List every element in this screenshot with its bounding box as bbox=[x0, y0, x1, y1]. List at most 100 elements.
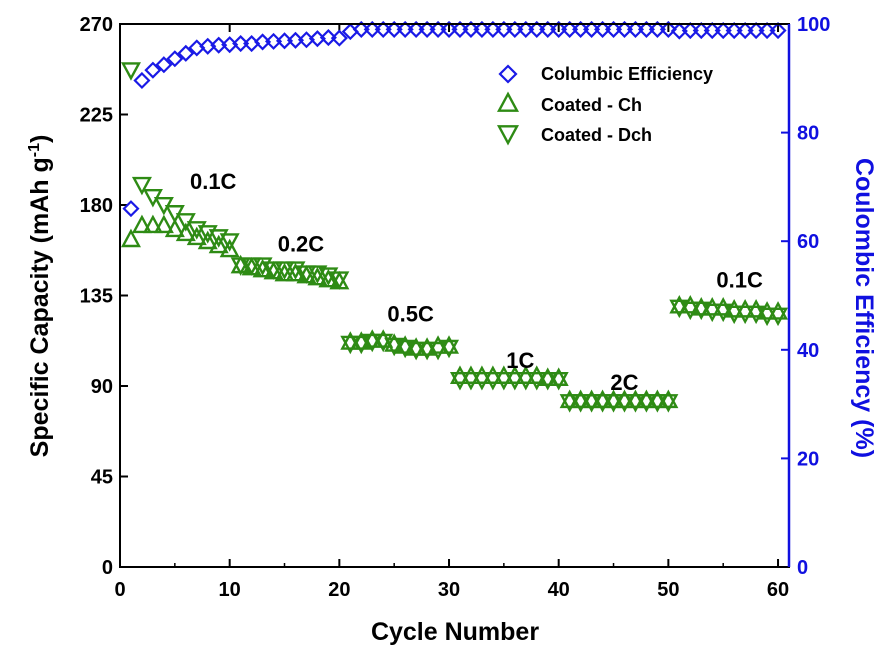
ce-point bbox=[155, 56, 173, 74]
discharge-point bbox=[548, 371, 569, 391]
discharge-point bbox=[603, 394, 624, 413]
discharge-point bbox=[395, 339, 416, 359]
ce-point bbox=[407, 20, 425, 38]
discharge-point bbox=[515, 371, 536, 391]
ce-point bbox=[736, 21, 754, 40]
ce-point bbox=[363, 20, 381, 38]
tick-marks bbox=[119, 23, 789, 568]
y-left-tick-label: 45 bbox=[91, 467, 113, 489]
ce-point bbox=[330, 29, 348, 47]
discharge-point bbox=[296, 265, 317, 284]
charge-point bbox=[318, 268, 339, 288]
data-series bbox=[120, 20, 789, 413]
discharge-point bbox=[120, 62, 141, 81]
discharge-point bbox=[669, 299, 690, 319]
discharge-point bbox=[768, 307, 789, 327]
legend-diamond-marker bbox=[498, 64, 518, 84]
ce-point bbox=[769, 21, 787, 40]
ce-point bbox=[714, 21, 732, 40]
charge-point bbox=[164, 218, 185, 238]
discharge-point bbox=[570, 394, 591, 413]
ce-point bbox=[561, 20, 579, 38]
rate-label: 0.1C bbox=[190, 169, 237, 194]
discharge-point bbox=[537, 371, 558, 391]
discharge-point bbox=[680, 301, 701, 321]
y-right-tick-label: 20 bbox=[797, 448, 819, 470]
legend-triangle-up-icon bbox=[496, 91, 520, 112]
plot-area bbox=[120, 24, 789, 567]
discharge-point bbox=[307, 265, 328, 284]
ce-point bbox=[473, 20, 491, 38]
charge-point bbox=[175, 222, 196, 242]
legend-triangle-down-marker bbox=[496, 125, 520, 146]
legend-label-ce: Columbic Efficiency bbox=[541, 64, 713, 84]
rate-label: 2C bbox=[610, 370, 638, 395]
y-right-tick-label: 80 bbox=[797, 123, 819, 145]
ce-point bbox=[495, 20, 513, 38]
discharge-point bbox=[471, 371, 492, 391]
x-tick-label: 60 bbox=[767, 579, 789, 601]
y-axis-left-title: Specific Capacity (mAh g-1) bbox=[26, 135, 54, 458]
ce-point bbox=[166, 50, 184, 68]
ce-point bbox=[550, 20, 568, 38]
rate-annotations: 0.1C 0.2C 0.5C 1C 2C 0.1C bbox=[190, 169, 763, 395]
y-right-tick-label: 0 bbox=[797, 557, 808, 579]
charge-point bbox=[197, 230, 218, 250]
discharge-point bbox=[735, 305, 756, 325]
ce-point bbox=[747, 21, 765, 40]
discharge-point bbox=[592, 394, 613, 413]
ce-point bbox=[418, 20, 436, 38]
legend-item-ce: Columbic Efficiency bbox=[498, 64, 713, 84]
x-tick-label: 30 bbox=[438, 579, 460, 601]
ce-point bbox=[177, 44, 195, 62]
ce-point bbox=[681, 21, 699, 40]
ce-point bbox=[725, 21, 743, 40]
ce-point bbox=[451, 20, 469, 38]
legend-diamond-icon bbox=[498, 64, 518, 84]
discharge-point bbox=[724, 305, 745, 325]
charge-point bbox=[208, 234, 229, 254]
charge-point bbox=[219, 238, 240, 258]
y-axis-left-title-superscript: -1 bbox=[26, 143, 43, 157]
discharge-point bbox=[439, 339, 460, 359]
discharge-point bbox=[559, 394, 580, 413]
y-left-tick-label: 135 bbox=[80, 286, 113, 308]
legend-label-discharge: Coated - Dch bbox=[541, 125, 652, 145]
discharge-point bbox=[746, 305, 767, 325]
x-tick-label: 40 bbox=[548, 579, 570, 601]
discharge-point bbox=[351, 335, 372, 355]
ce-point bbox=[144, 61, 162, 79]
ce-point bbox=[122, 200, 140, 218]
ce-point bbox=[539, 20, 557, 38]
ce-point bbox=[133, 71, 151, 90]
discharge-point bbox=[647, 394, 668, 413]
y-left-tick-label: 90 bbox=[91, 376, 113, 398]
legend-triangle-up-marker bbox=[496, 91, 520, 112]
ce-point bbox=[232, 34, 250, 53]
ce-point bbox=[572, 20, 590, 38]
discharge-point bbox=[340, 335, 361, 355]
y-right-tick-label: 100 bbox=[797, 14, 830, 36]
ce-point bbox=[692, 21, 710, 40]
discharge-point bbox=[482, 371, 503, 391]
y-axis-left-title-close: ) bbox=[26, 135, 54, 143]
y-right-tick-label: 40 bbox=[797, 340, 819, 362]
discharge-point bbox=[428, 341, 449, 361]
ce-point bbox=[484, 20, 502, 38]
x-tick-label: 50 bbox=[657, 579, 679, 601]
discharge-point bbox=[329, 271, 350, 290]
ce-point bbox=[703, 21, 721, 40]
discharge-point bbox=[493, 371, 514, 391]
discharge-point bbox=[691, 301, 712, 321]
ce-point bbox=[626, 20, 645, 38]
ce-point bbox=[604, 20, 623, 38]
legend-item-discharge: Coated - Dch bbox=[496, 125, 652, 146]
ce-point bbox=[462, 20, 480, 38]
discharge-point bbox=[713, 303, 734, 323]
series-triangle-down bbox=[120, 62, 789, 413]
ce-point bbox=[758, 21, 776, 40]
ce-point bbox=[594, 20, 612, 38]
rate-label: 0.1C bbox=[716, 267, 763, 292]
discharge-point bbox=[417, 341, 438, 361]
